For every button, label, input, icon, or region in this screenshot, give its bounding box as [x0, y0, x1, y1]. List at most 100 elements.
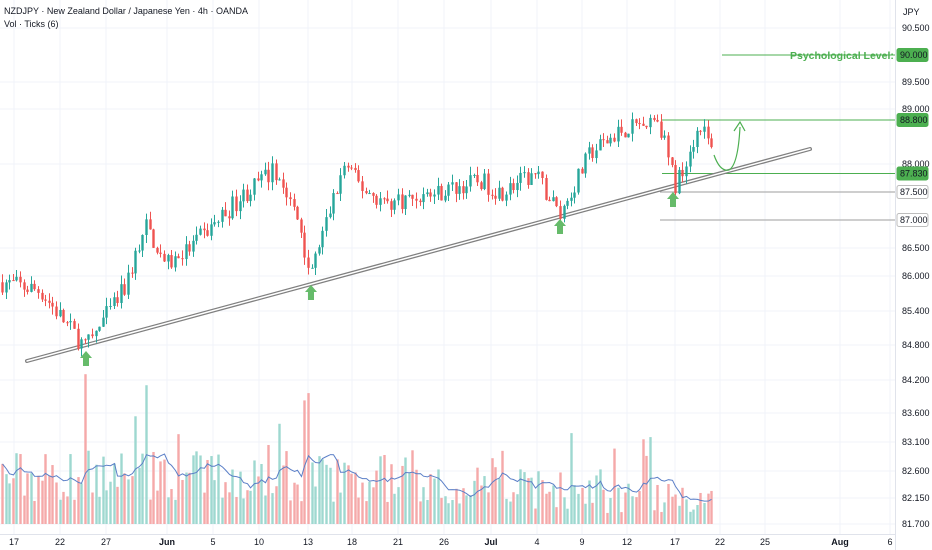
volume-bar	[177, 434, 180, 524]
price-level-tag	[896, 213, 929, 227]
horizontal-levels[interactable]: Psychological Level: 90	[660, 50, 909, 221]
time-tick-label: 27	[101, 537, 111, 547]
volume-bar	[170, 489, 173, 524]
candle-body	[296, 206, 299, 220]
candle-body	[408, 194, 411, 196]
volume-bar	[667, 484, 670, 524]
candle-body	[246, 189, 249, 202]
volume-bar	[307, 393, 310, 524]
candle-body	[620, 126, 623, 133]
volume-bar	[559, 472, 562, 524]
volume-bar	[289, 500, 292, 524]
time-tick-label: 25	[760, 537, 770, 547]
volume-bar	[534, 508, 537, 524]
volume-bar	[555, 507, 558, 524]
volume-bar	[321, 459, 324, 524]
volume-bar	[631, 496, 634, 524]
volume-bar	[228, 492, 231, 524]
candle-body	[552, 197, 555, 202]
volume-bar	[303, 400, 306, 524]
volume-bar	[516, 494, 519, 524]
volume-bar	[48, 475, 51, 524]
candle-body	[505, 194, 508, 201]
volume-bar	[141, 453, 144, 524]
volume-bar	[159, 461, 162, 524]
time-tick-label: Jun	[159, 537, 175, 547]
volume-bar	[336, 459, 339, 524]
volume-bar	[480, 485, 483, 524]
volume-bar	[707, 493, 710, 524]
volume-bar	[217, 454, 220, 524]
volume-bar	[343, 462, 346, 524]
volume-bar	[221, 497, 224, 524]
candle-body	[429, 192, 432, 197]
up-arrow-icon	[305, 285, 317, 300]
candle-body	[275, 163, 278, 181]
volume-bar	[239, 471, 242, 524]
volume-bar	[656, 484, 659, 524]
volume-bar	[419, 501, 422, 524]
volume-bar	[332, 501, 335, 524]
volume-bar	[469, 495, 472, 524]
volume-bar	[350, 473, 353, 524]
candle-body	[235, 196, 238, 212]
volume-bar	[620, 512, 623, 524]
candle-body	[545, 177, 548, 200]
price-tick-label: 82.150	[902, 493, 930, 503]
candle-body	[307, 257, 310, 268]
time-axis[interactable]: 17 22 27 Jun 5 10 13 18 21 26 Jul 4 9 12 17 22 25 Aug 6	[0, 534, 895, 550]
candle-body	[203, 228, 206, 231]
price-tick-label: 85.400	[902, 306, 930, 316]
volume-bar	[69, 454, 72, 524]
candle-body	[689, 151, 692, 167]
volume-bar	[339, 492, 342, 524]
volume-bar	[44, 454, 47, 524]
candle-body	[55, 306, 58, 317]
price-tick-label: 84.800	[902, 340, 930, 350]
volume-bar	[311, 462, 314, 524]
candle-body	[48, 300, 51, 303]
candle-body	[332, 193, 335, 214]
candle-body	[113, 297, 116, 306]
volume-bar	[433, 478, 436, 524]
volume-bar	[293, 482, 296, 524]
volume-bar	[347, 465, 350, 524]
candle-body	[285, 187, 288, 198]
volume-bar	[30, 473, 33, 524]
candle-body	[336, 193, 339, 195]
candle-body	[444, 195, 447, 201]
volume-bar	[192, 455, 195, 524]
candle-body	[239, 201, 242, 212]
candle-body	[185, 244, 188, 260]
candle-body	[221, 209, 224, 222]
candle-body	[631, 119, 634, 134]
time-tick-label: 9	[579, 537, 584, 547]
candle-body	[699, 130, 702, 132]
symbol-title: NZDJPY · New Zealand Dollar / Japanese Y…	[4, 6, 248, 16]
volume-bar	[354, 472, 357, 524]
candle-body	[231, 196, 234, 219]
volume-bar	[285, 451, 288, 524]
volume-bar	[699, 492, 702, 524]
price-axis[interactable]: JPY 90.500 89.500 89.000 88.000 86.500 86.000 8…	[895, 0, 932, 550]
volume-bar	[635, 497, 638, 524]
candle-body	[138, 250, 141, 252]
volume-bar	[80, 483, 83, 524]
candle-body	[707, 126, 710, 139]
volume-bar	[195, 451, 198, 524]
candle-body	[530, 173, 533, 185]
volume-bar	[123, 473, 126, 524]
candle-body	[393, 200, 396, 210]
volume-bar	[638, 491, 641, 524]
candle-body	[609, 137, 612, 144]
candle-body	[73, 321, 76, 329]
volume-bar	[116, 486, 119, 524]
volume-bar	[645, 455, 648, 524]
candle-body	[293, 199, 296, 207]
price-tick-label: 84.200	[902, 375, 930, 385]
candlesticks	[1, 112, 713, 357]
volume-bar	[120, 453, 123, 524]
volume-bar	[458, 503, 461, 524]
candle-body	[375, 195, 378, 205]
